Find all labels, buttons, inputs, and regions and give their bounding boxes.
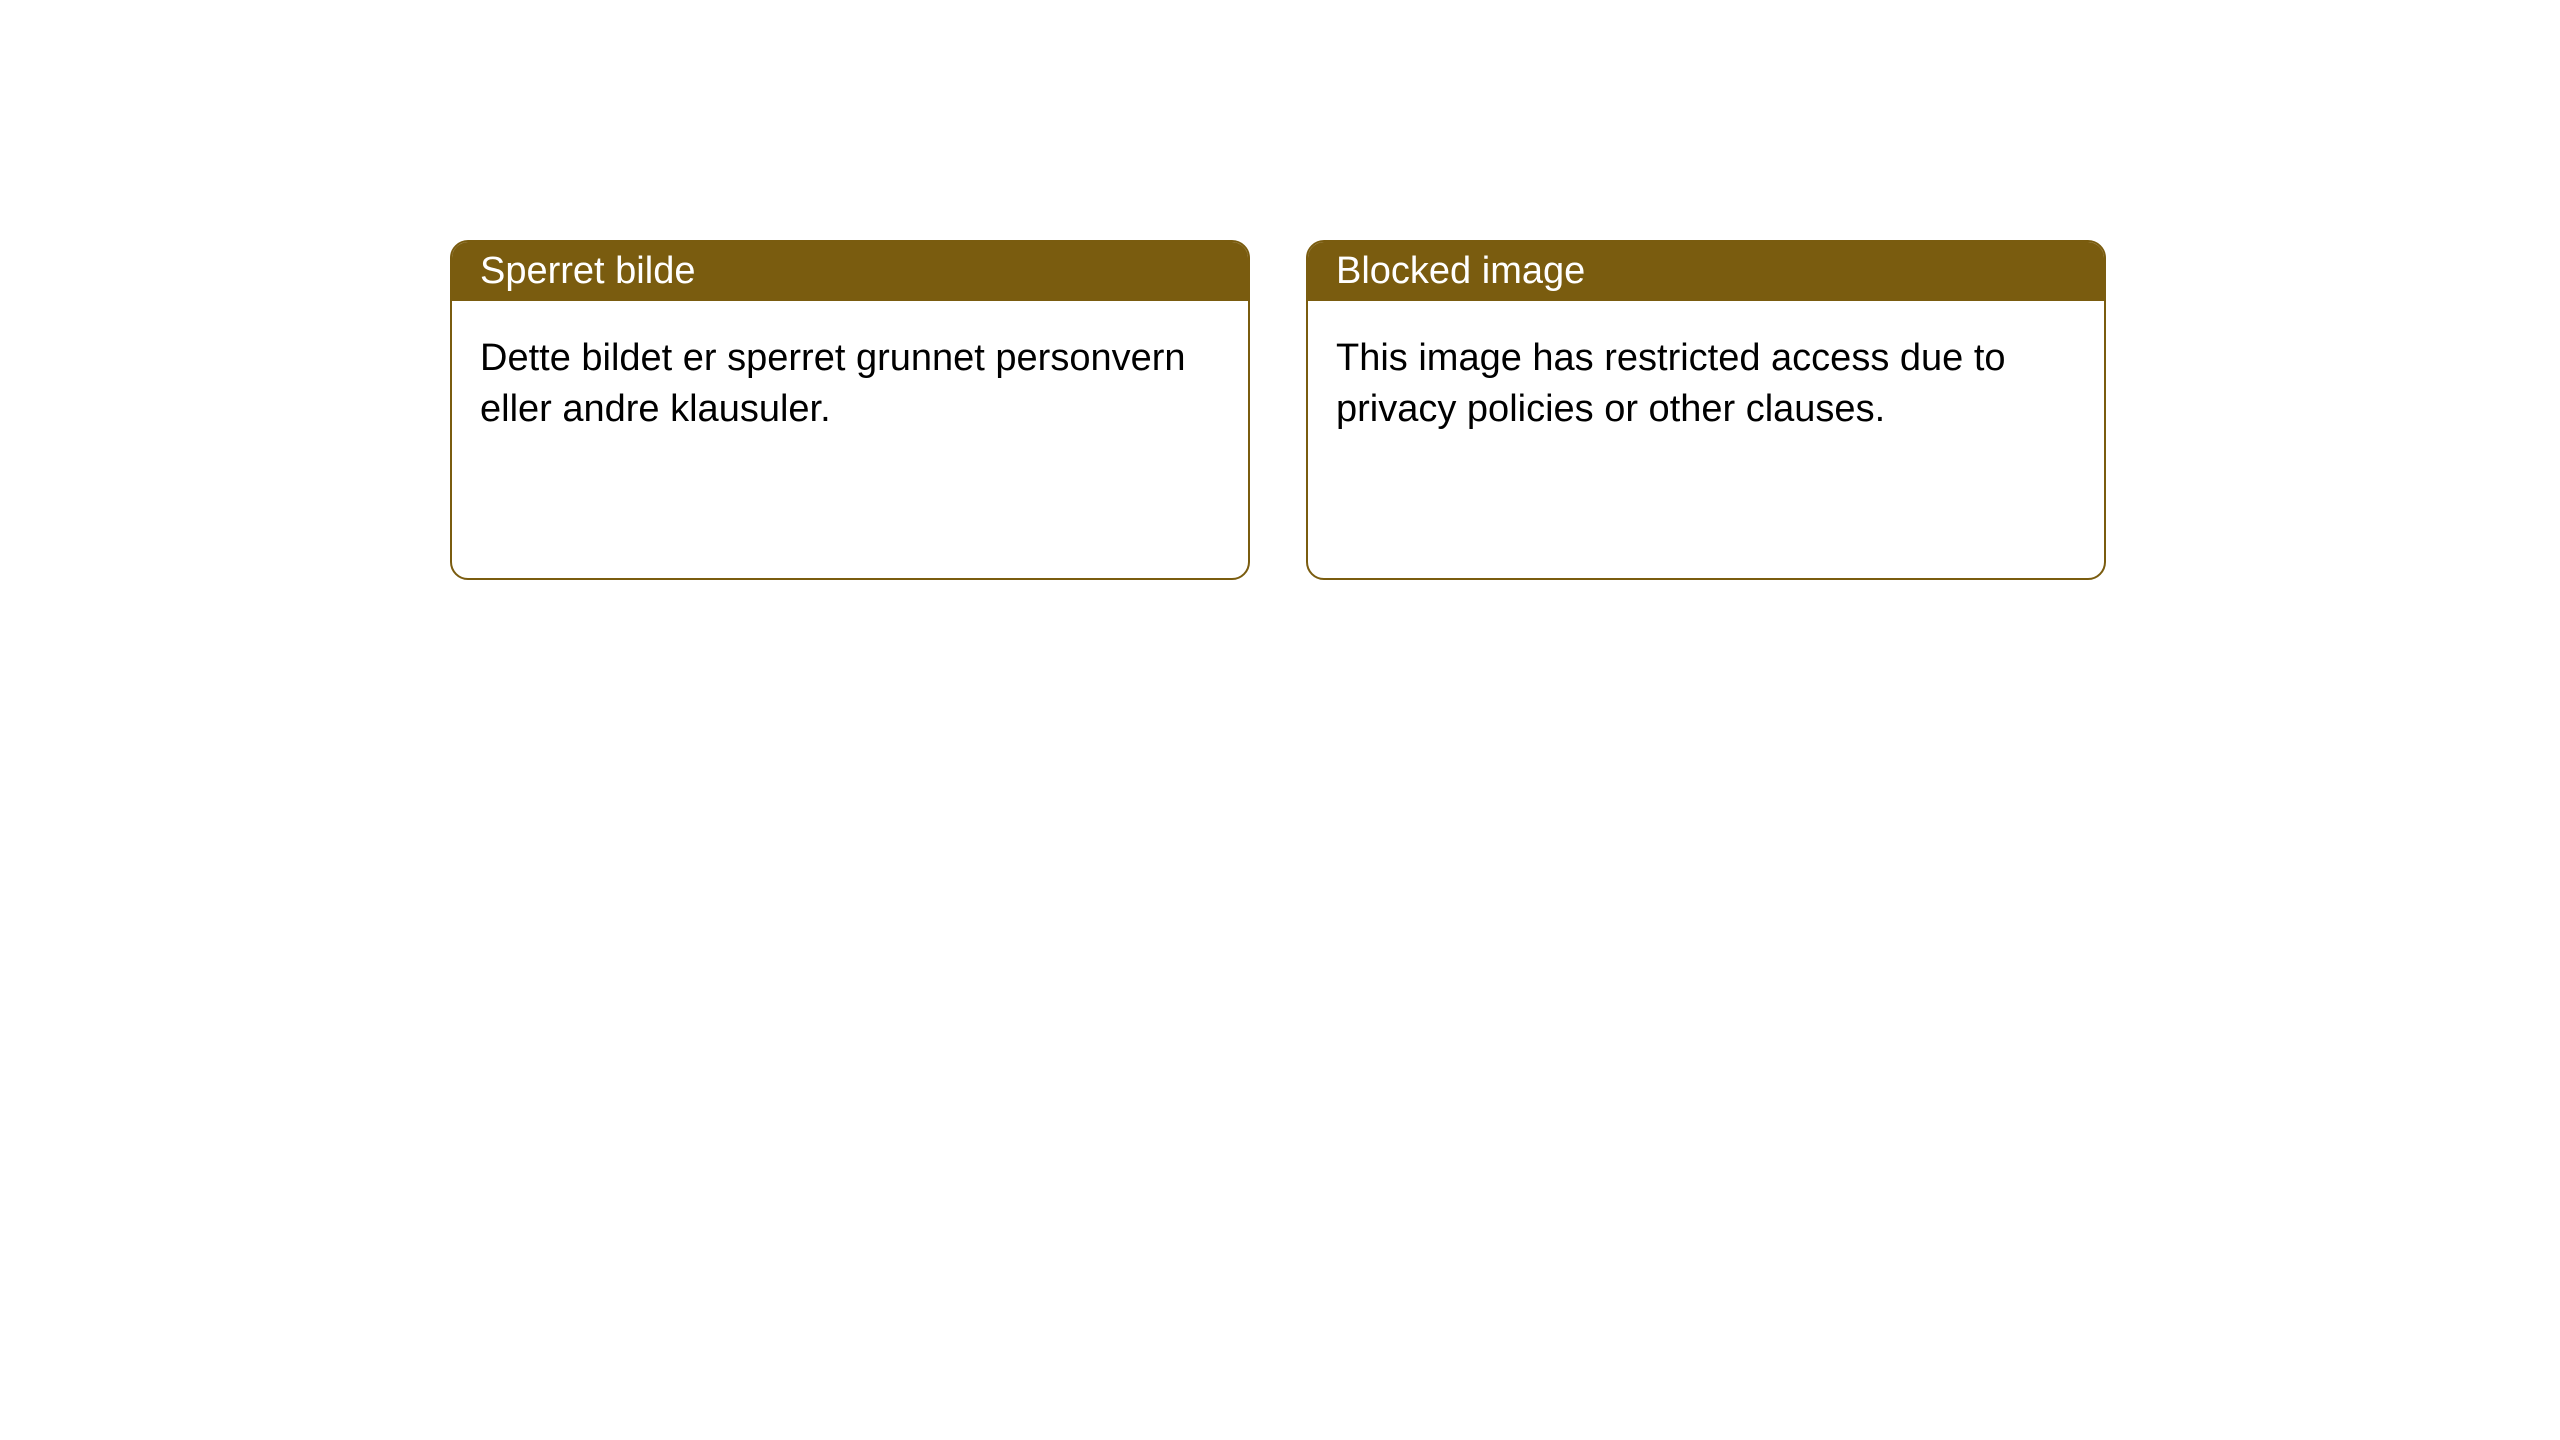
notice-card-english: Blocked image This image has restricted … [1306,240,2106,580]
notice-header: Sperret bilde [452,242,1248,301]
notice-body: This image has restricted access due to … [1308,301,2104,468]
notice-body: Dette bildet er sperret grunnet personve… [452,301,1248,468]
notice-header: Blocked image [1308,242,2104,301]
notice-card-norwegian: Sperret bilde Dette bildet er sperret gr… [450,240,1250,580]
notice-container: Sperret bilde Dette bildet er sperret gr… [0,0,2560,580]
